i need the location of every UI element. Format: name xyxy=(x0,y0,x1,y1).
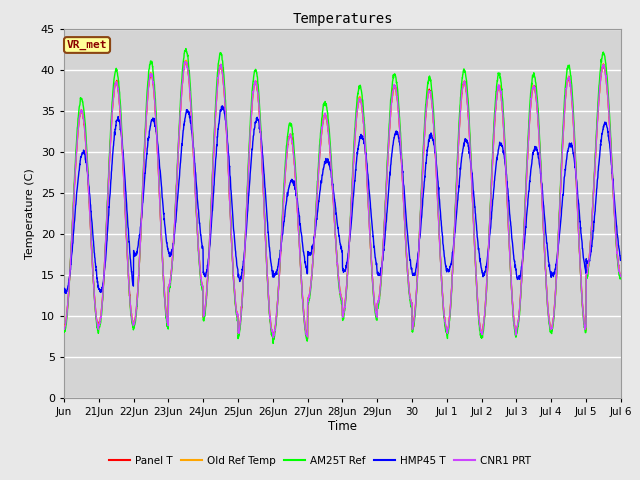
Panel T xyxy=(542,274,550,279)
AM25T Ref xyxy=(236,327,244,333)
Panel T xyxy=(609,190,617,195)
Line: Panel T: Panel T xyxy=(64,61,621,338)
HMP45 T xyxy=(376,273,384,278)
AM25T Ref xyxy=(542,274,550,279)
Old Ref Temp xyxy=(60,325,68,331)
AM25T Ref xyxy=(609,189,617,195)
Panel T xyxy=(511,323,518,329)
Panel T xyxy=(116,103,124,108)
HMP45 T xyxy=(116,121,124,127)
AM25T Ref xyxy=(376,288,384,294)
CNR1 PRT xyxy=(376,284,384,290)
Old Ref Temp xyxy=(269,336,276,341)
X-axis label: Time: Time xyxy=(328,420,357,433)
Old Ref Temp xyxy=(609,189,617,195)
CNR1 PRT xyxy=(617,274,625,279)
Panel T xyxy=(617,273,625,278)
Line: CNR1 PRT: CNR1 PRT xyxy=(64,61,621,337)
Old Ref Temp xyxy=(116,102,124,108)
HMP45 T xyxy=(609,182,617,188)
AM25T Ref xyxy=(60,328,68,334)
HMP45 T xyxy=(61,290,69,296)
CNR1 PRT xyxy=(60,326,68,332)
Legend: Panel T, Old Ref Temp, AM25T Ref, HMP45 T, CNR1 PRT: Panel T, Old Ref Temp, AM25T Ref, HMP45 … xyxy=(105,452,535,470)
Old Ref Temp xyxy=(236,323,244,328)
HMP45 T xyxy=(542,231,550,237)
Panel T xyxy=(60,324,68,330)
AM25T Ref xyxy=(116,89,124,95)
Panel T xyxy=(376,285,384,290)
Old Ref Temp xyxy=(182,58,190,63)
Panel T xyxy=(303,336,311,341)
HMP45 T xyxy=(511,259,518,264)
Panel T xyxy=(236,321,244,326)
Panel T xyxy=(182,58,189,64)
AM25T Ref xyxy=(269,340,277,346)
Text: VR_met: VR_met xyxy=(67,40,108,50)
Line: HMP45 T: HMP45 T xyxy=(64,106,621,293)
HMP45 T xyxy=(60,287,68,293)
HMP45 T xyxy=(236,276,244,282)
Old Ref Temp xyxy=(542,274,550,279)
Y-axis label: Temperature (C): Temperature (C) xyxy=(26,168,35,259)
CNR1 PRT xyxy=(116,102,124,108)
CNR1 PRT xyxy=(609,189,617,194)
AM25T Ref xyxy=(511,326,518,332)
CNR1 PRT xyxy=(542,274,550,279)
CNR1 PRT xyxy=(269,335,277,340)
CNR1 PRT xyxy=(181,59,189,64)
Line: AM25T Ref: AM25T Ref xyxy=(64,48,621,343)
Old Ref Temp xyxy=(376,284,384,290)
AM25T Ref xyxy=(617,276,625,281)
CNR1 PRT xyxy=(236,322,244,328)
Old Ref Temp xyxy=(511,321,518,326)
CNR1 PRT xyxy=(511,322,518,328)
Old Ref Temp xyxy=(617,271,625,276)
Line: Old Ref Temp: Old Ref Temp xyxy=(64,60,621,338)
HMP45 T xyxy=(617,256,625,262)
AM25T Ref xyxy=(182,46,189,51)
HMP45 T xyxy=(218,103,226,109)
Title: Temperatures: Temperatures xyxy=(292,12,393,26)
